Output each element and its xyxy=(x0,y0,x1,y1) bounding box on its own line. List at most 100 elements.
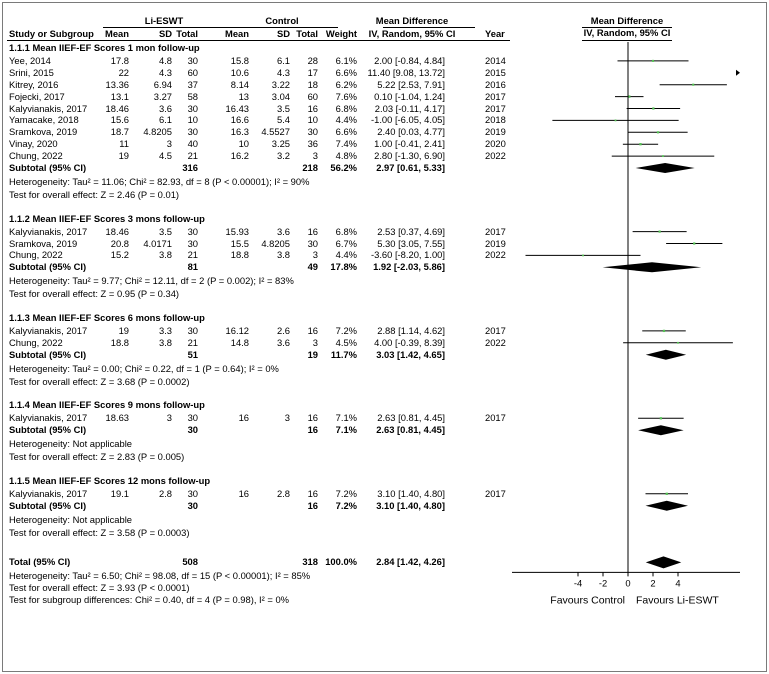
study-year: 2019 xyxy=(485,237,506,249)
control-sd: 3.04 xyxy=(271,90,290,102)
x-tick-label: -4 xyxy=(574,577,582,588)
subtotal-weight: 11.7% xyxy=(330,348,357,360)
subtotal-control-total: 16 xyxy=(307,424,318,436)
study-ci: 11.40 [9.08, 13.72] xyxy=(367,66,446,78)
treatment-total: 30 xyxy=(187,102,198,114)
x-tick-label: 4 xyxy=(675,577,680,588)
study-weight: 6.6% xyxy=(335,126,357,138)
pooled-diamond-mark xyxy=(645,556,682,569)
subgroup-differences-text: Test for subgroup differences: Chi² = 0.… xyxy=(9,594,290,606)
control-mean: 16.43 xyxy=(225,102,249,114)
study-ci: 3.10 [1.40, 4.80] xyxy=(377,487,445,499)
treatment-mean: 18.46 xyxy=(105,102,129,114)
subtotal-weight: 17.8% xyxy=(330,261,357,273)
treatment-total: 21 xyxy=(187,150,198,162)
study-ci: 2.00 [-0.84, 4.84] xyxy=(374,54,445,66)
control-sd: 3.2 xyxy=(276,150,290,162)
x-tick-label: 2 xyxy=(650,577,655,588)
subtotal-weight: 56.2% xyxy=(330,162,357,173)
treatment-mean: 13.1 xyxy=(110,90,129,102)
control-total: 10 xyxy=(307,114,318,126)
subgroup-title: 1.1.2 Mean IIEF-EF Scores 3 mons follow-… xyxy=(9,212,205,224)
point-estimate-mark xyxy=(658,230,661,233)
treatment-mean: 17.8 xyxy=(110,54,129,66)
header-mean: Mean xyxy=(105,28,129,39)
control-sd: 3.6 xyxy=(276,336,290,348)
treatment-mean: 19.1 xyxy=(110,487,129,499)
subtotal-ci: 2.63 [0.81, 4.45] xyxy=(376,424,445,436)
treatment-mean: 18.63 xyxy=(105,412,129,424)
control-sd: 6.1 xyxy=(276,54,290,66)
point-estimate-mark xyxy=(659,417,663,420)
header-bottom-rule xyxy=(7,40,510,41)
header-weight: Weight xyxy=(325,28,357,39)
subgroup-title: 1.1.1 Mean IIEF-EF Scores 1 mon follow-u… xyxy=(9,42,200,53)
control-mean: 16.3 xyxy=(230,126,249,138)
subtotal-weight: 7.1% xyxy=(335,424,357,436)
study-year: 2022 xyxy=(485,249,506,261)
treatment-sd: 3.6 xyxy=(158,102,172,114)
control-total: 17 xyxy=(307,66,318,78)
study-name: Kalyvianakis, 2017 xyxy=(9,487,88,499)
header-group-treatment: Li-ESWT xyxy=(144,15,184,26)
subtotal-treatment-total: 30 xyxy=(187,499,198,511)
header-effect-subtitle: IV, Random, 95% CI xyxy=(368,28,456,39)
point-estimate-mark xyxy=(628,95,631,98)
subtotal-label: Subtotal (95% CI) xyxy=(9,348,87,360)
study-name: Srini, 2015 xyxy=(9,66,54,78)
total-overall-effect-text: Test for overall effect: Z = 3.93 (P < 0… xyxy=(9,582,190,594)
control-sd: 3.8 xyxy=(276,249,290,261)
subgroup-title: 1.1.5 Mean IIEF-EF Scores 12 mons follow… xyxy=(9,474,211,486)
control-mean: 15.8 xyxy=(230,54,249,66)
control-sd: 4.8205 xyxy=(261,237,290,249)
total-ci: 2.84 [1.42, 4.26] xyxy=(376,556,445,568)
control-total: 16 xyxy=(307,324,318,336)
point-estimate-mark xyxy=(662,329,666,333)
study-weight: 7.6% xyxy=(335,90,357,102)
header-bottom-rule xyxy=(582,40,672,41)
control-mean: 15.5 xyxy=(230,237,249,249)
subtotal-control-total: 16 xyxy=(307,499,318,511)
study-weight: 6.7% xyxy=(335,237,357,249)
treatment-total: 30 xyxy=(187,126,198,138)
control-sd: 2.6 xyxy=(276,324,290,336)
overall-effect-text: Test for overall effect: Z = 2.83 (P = 0… xyxy=(9,451,185,462)
study-year: 2014 xyxy=(485,54,506,66)
x-tick-label: 0 xyxy=(625,577,630,588)
treatment-mean: 20.8 xyxy=(110,237,129,249)
treatment-sd: 4.0171 xyxy=(143,237,172,249)
favours-treatment-label: Favours Li-ESWT xyxy=(636,594,719,606)
treatment-sd: 6.1 xyxy=(158,114,172,126)
pooled-diamond-mark xyxy=(638,425,684,436)
study-name: Yee, 2014 xyxy=(9,54,51,66)
overall-effect-text: Test for overall effect: Z = 2.46 (P = 0… xyxy=(9,188,180,200)
control-total: 3 xyxy=(312,249,318,261)
treatment-total: 21 xyxy=(187,336,198,348)
control-sd: 4.5527 xyxy=(261,126,290,138)
overall-effect-text: Test for overall effect: Z = 3.68 (P = 0… xyxy=(9,375,190,387)
subtotal-treatment-total: 81 xyxy=(187,261,198,273)
study-ci: 2.53 [0.37, 4.69] xyxy=(377,225,445,237)
control-sd: 3.22 xyxy=(271,78,290,90)
pooled-diamond-mark xyxy=(635,163,695,173)
point-estimate-mark xyxy=(692,83,695,86)
header-total: Total xyxy=(296,28,318,39)
control-sd: 3 xyxy=(284,412,290,424)
control-total: 16 xyxy=(307,412,318,424)
subtotal-treatment-total: 51 xyxy=(187,348,198,360)
control-total: 30 xyxy=(307,237,318,249)
study-name: Chung, 2022 xyxy=(9,336,63,348)
treatment-total: 30 xyxy=(187,487,198,499)
subtotal-treatment-total: 30 xyxy=(187,424,198,436)
treatment-mean: 22 xyxy=(118,66,129,78)
treatment-sd: 6.94 xyxy=(153,78,172,90)
study-name: Sramkova, 2019 xyxy=(9,126,78,138)
study-weight: 4.5% xyxy=(335,336,357,348)
subtotal-ci: 3.10 [1.40, 4.80] xyxy=(376,499,445,511)
study-ci: 5.22 [2.53, 7.91] xyxy=(377,78,445,90)
header-plot-subtitle: IV, Random, 95% CI xyxy=(583,27,671,38)
control-total: 3 xyxy=(312,336,318,348)
study-weight: 7.4% xyxy=(335,138,357,150)
